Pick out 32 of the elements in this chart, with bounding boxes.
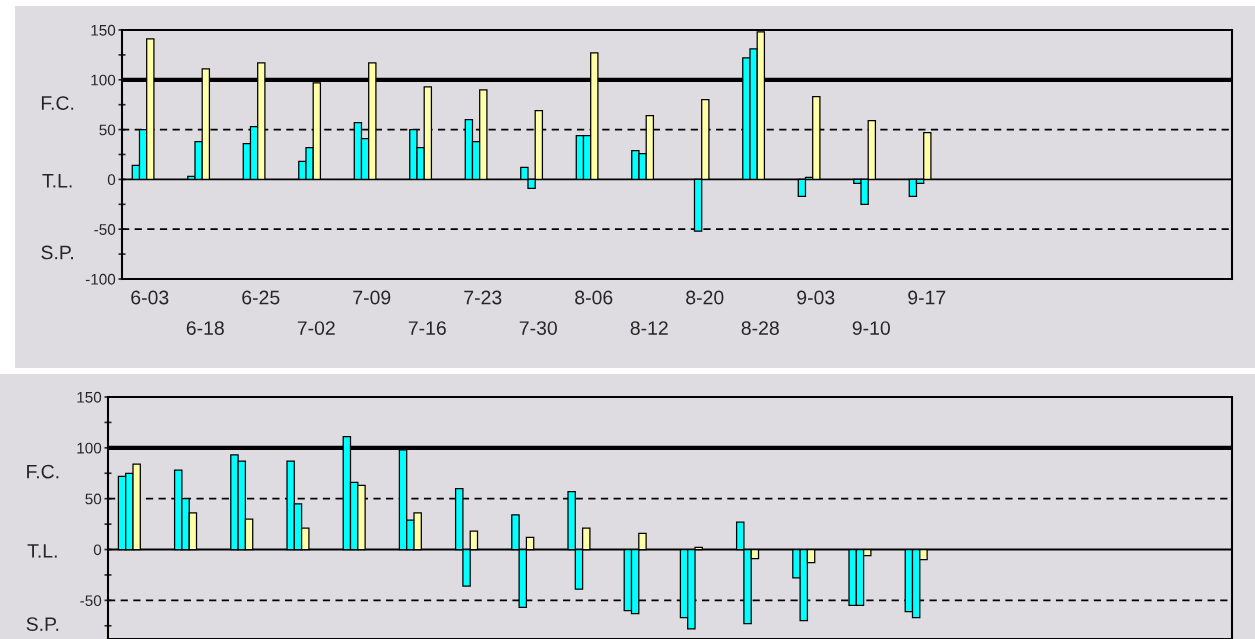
x-tick-label: 9-03 bbox=[797, 290, 835, 305]
y-tick-label: 50 bbox=[85, 493, 102, 505]
x-tick-label: 6-18 bbox=[186, 321, 224, 335]
x-tick-label: 9-10 bbox=[852, 321, 890, 335]
text: F.C. bbox=[27, 464, 59, 479]
y-tick-label: -50 bbox=[94, 224, 116, 235]
y-tick-label: 50 bbox=[99, 124, 116, 136]
y-tick-label: 150 bbox=[77, 391, 102, 403]
text: S.P. bbox=[41, 245, 73, 260]
x-tick-label: 8-28 bbox=[741, 321, 779, 335]
x-tick-label: 7-23 bbox=[464, 290, 502, 305]
x-tick-label: 6-25 bbox=[242, 290, 280, 305]
text: F.C. bbox=[41, 96, 74, 110]
y-tick-label: -50 bbox=[80, 595, 102, 607]
x-tick-label: 8-06 bbox=[575, 290, 613, 305]
x-tick-label: 7-16 bbox=[408, 321, 446, 335]
text: S.P. bbox=[26, 617, 59, 631]
y-tick-label: 150 bbox=[91, 24, 116, 36]
x-tick-label: 7-02 bbox=[297, 321, 335, 335]
y-tick-label: 0 bbox=[107, 174, 116, 186]
x-tick-label: 6-03 bbox=[131, 290, 169, 305]
y-tick-label: 100 bbox=[77, 442, 102, 454]
y-tick-label: 0 bbox=[93, 544, 102, 556]
x-tick-label: 7-09 bbox=[353, 290, 391, 305]
x-tick-label: 7-30 bbox=[519, 321, 557, 335]
y-tick-label: 100 bbox=[91, 74, 116, 86]
y-tick-label: -100 bbox=[85, 273, 116, 285]
text: T.L. bbox=[42, 174, 72, 188]
text: T.L. bbox=[27, 544, 57, 558]
x-tick-label: 8-20 bbox=[686, 290, 724, 305]
x-tick-label: 9-17 bbox=[908, 290, 946, 305]
x-tick-label: 8-12 bbox=[630, 321, 668, 335]
